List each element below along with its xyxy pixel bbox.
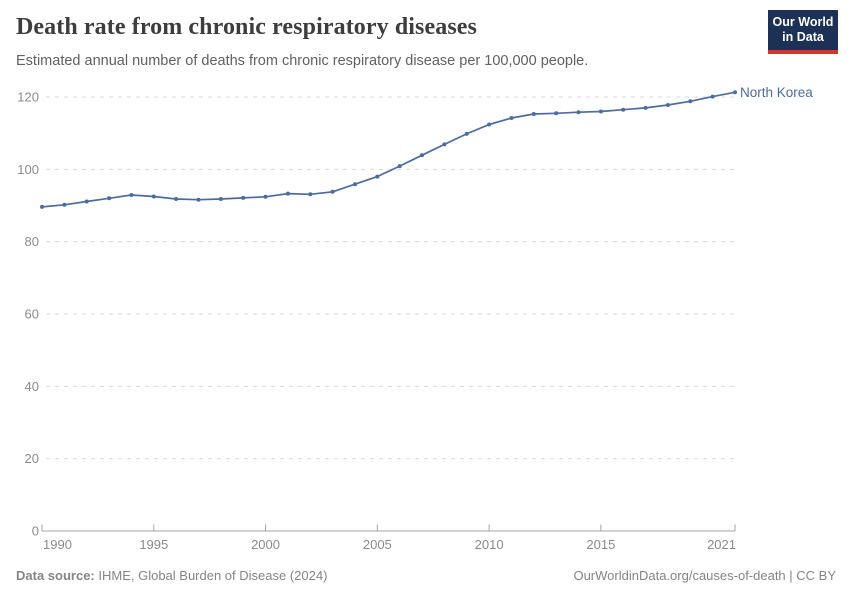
data-point[interactable] bbox=[263, 194, 268, 199]
x-axis-label: 2015 bbox=[586, 537, 615, 552]
data-point[interactable] bbox=[285, 191, 290, 196]
data-point[interactable] bbox=[420, 153, 424, 158]
series-label-north-korea[interactable]: North Korea bbox=[740, 85, 813, 100]
data-point[interactable] bbox=[442, 142, 447, 147]
data-point[interactable] bbox=[375, 174, 380, 179]
data-point[interactable] bbox=[174, 197, 179, 201]
data-point[interactable] bbox=[733, 90, 737, 95]
x-axis-label: 2021 bbox=[707, 537, 736, 552]
data-source-value: IHME, Global Burden of Disease (2024) bbox=[94, 568, 328, 583]
data-point[interactable] bbox=[487, 122, 492, 127]
data-point[interactable] bbox=[330, 189, 335, 194]
data-point[interactable] bbox=[218, 197, 223, 201]
data-point[interactable] bbox=[353, 182, 357, 187]
data-point[interactable] bbox=[621, 107, 626, 112]
x-axis-label: 2005 bbox=[363, 537, 392, 552]
data-point[interactable] bbox=[397, 164, 402, 169]
data-point[interactable] bbox=[464, 131, 469, 136]
x-axis-label: 1995 bbox=[139, 537, 168, 552]
data-point[interactable] bbox=[598, 109, 603, 114]
y-axis-label: 60 bbox=[25, 307, 39, 322]
data-point[interactable] bbox=[129, 193, 134, 197]
owid-logo: Our World in Data bbox=[768, 10, 838, 54]
chart-footer: Data source: IHME, Global Burden of Dise… bbox=[16, 568, 836, 583]
data-point[interactable] bbox=[241, 195, 246, 200]
data-point[interactable] bbox=[308, 192, 313, 197]
data-point[interactable] bbox=[107, 196, 112, 201]
data-point[interactable] bbox=[509, 116, 514, 120]
data-point[interactable] bbox=[62, 202, 67, 207]
page-title: Death rate from chronic respiratory dise… bbox=[16, 14, 477, 40]
y-axis-label: 40 bbox=[25, 379, 39, 394]
owid-logo-line1: Our World bbox=[772, 15, 834, 29]
data-point[interactable] bbox=[710, 94, 715, 99]
y-axis-label: 0 bbox=[32, 524, 39, 539]
data-point[interactable] bbox=[576, 110, 581, 115]
data-point[interactable] bbox=[151, 194, 156, 199]
y-axis-label: 20 bbox=[25, 451, 39, 466]
data-point[interactable] bbox=[688, 99, 693, 104]
y-axis-label: 80 bbox=[25, 234, 39, 249]
data-point[interactable] bbox=[40, 204, 44, 209]
x-axis-label: 1990 bbox=[43, 537, 72, 552]
x-axis-label: 2010 bbox=[475, 537, 504, 552]
y-axis-label: 100 bbox=[17, 162, 39, 177]
y-axis-label: 120 bbox=[17, 90, 39, 105]
credit-link[interactable]: OurWorldinData.org/causes-of-death | CC … bbox=[573, 568, 836, 583]
data-point[interactable] bbox=[84, 199, 89, 204]
data-point[interactable] bbox=[531, 112, 536, 116]
data-source: Data source: IHME, Global Burden of Dise… bbox=[16, 568, 327, 583]
data-point[interactable] bbox=[554, 111, 559, 116]
chart-subtitle: Estimated annual number of deaths from c… bbox=[16, 53, 589, 69]
x-axis-label: 2000 bbox=[251, 537, 280, 552]
data-source-label: Data source: bbox=[16, 568, 95, 583]
data-point[interactable] bbox=[665, 103, 670, 107]
owid-logo-line2: in Data bbox=[782, 30, 824, 44]
chart-line[interactable] bbox=[41, 91, 736, 208]
data-point[interactable] bbox=[643, 105, 648, 110]
data-point[interactable] bbox=[196, 197, 201, 202]
